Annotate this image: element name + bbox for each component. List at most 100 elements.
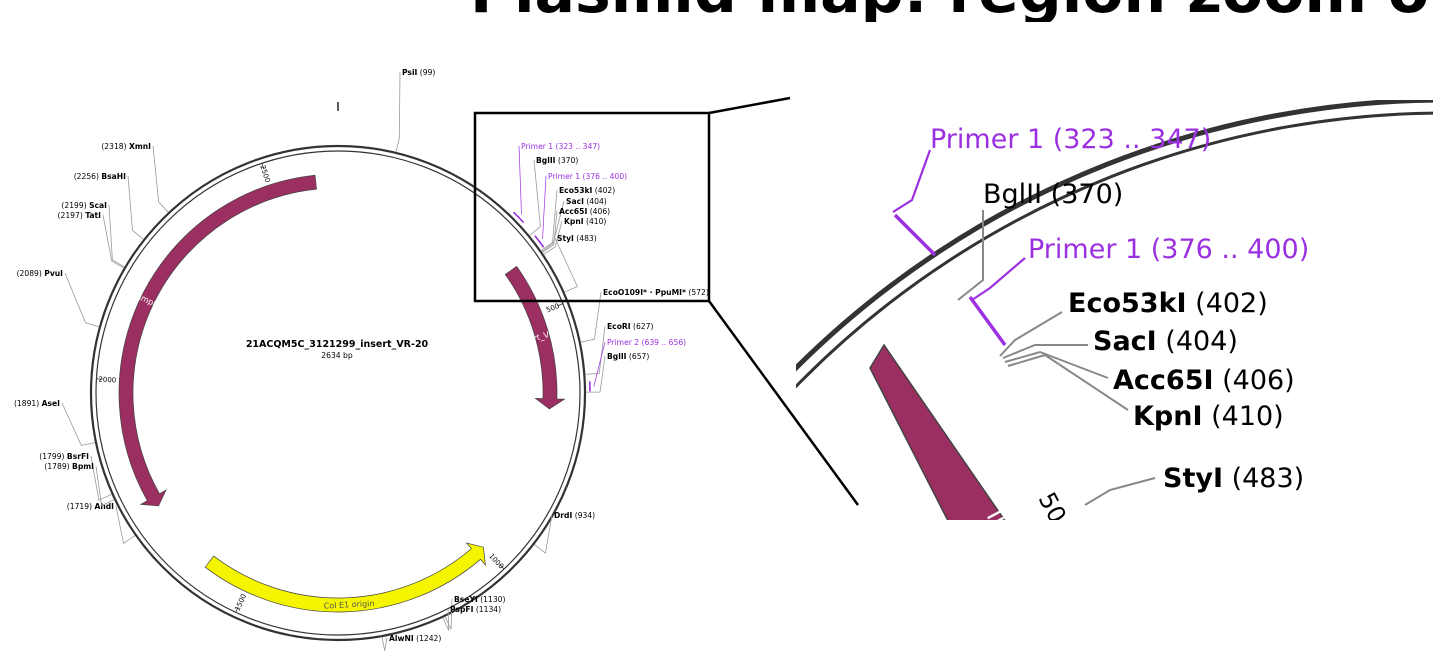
site-label: PsiI (99) [402, 68, 435, 77]
primer-name: Primer 1 [521, 142, 553, 151]
site-position: (1134) [473, 605, 501, 614]
zoom-tick-fragment: 50 [1033, 488, 1072, 528]
feature-arrow-ampr [118, 174, 317, 507]
site-label: SacI (404) [566, 197, 607, 206]
site-connector [543, 220, 563, 255]
site-connector [127, 175, 144, 240]
site-connector [95, 465, 115, 507]
zoom-site-connector [957, 210, 984, 301]
site-position: (2089) [17, 269, 45, 278]
site-position: (404) [584, 197, 607, 206]
site-label: (1799) BsrFI [39, 452, 89, 461]
site-name: PspFI [450, 605, 474, 614]
tick-label: 1500 [233, 593, 248, 613]
primer-label: Primer 2 (639 .. 656) [607, 338, 686, 347]
site-position: (2318) [101, 142, 129, 151]
site-position: (934) [572, 511, 595, 520]
site-label: (1719) AhdI [67, 502, 114, 511]
site-label: (2318) XmnI [101, 142, 151, 151]
backbone [89, 102, 587, 642]
site-position: (1719) [67, 502, 95, 511]
site-connector [540, 189, 558, 251]
site-position: (2256) [74, 172, 102, 181]
primer-connector [518, 145, 522, 215]
site-label: DrdI (934) [554, 511, 595, 520]
site-name: TatI [85, 211, 101, 220]
site-connector [395, 71, 401, 152]
site-connector [442, 608, 450, 631]
site-position: (410) [584, 217, 607, 226]
site-label: PspFI (1134) [450, 605, 501, 614]
site-label: StyI (483) [557, 234, 597, 243]
site-name: BseYI [454, 595, 478, 604]
zoom-primer-name: Primer 1 [1028, 234, 1142, 265]
site-name: BglII [607, 352, 627, 361]
tick-mark [499, 564, 505, 570]
site-connector [554, 237, 578, 293]
site-label: (2199) ScaI [61, 201, 107, 210]
zoom-site-label: BglII (370) [983, 179, 1123, 210]
primer-name: Primer 2 [607, 338, 639, 347]
site-connector [542, 210, 558, 253]
site-name: KpnI [564, 217, 584, 226]
backbone-inner-ring [95, 150, 581, 636]
site-connector [102, 214, 125, 269]
zoom-site-name: StyI [1163, 463, 1223, 494]
zoom-panel: in 50 [796, 100, 1433, 528]
site-name: DrdI [554, 511, 572, 520]
tick-mark [557, 303, 564, 307]
zoom-connector-bottom [707, 300, 860, 506]
zoom-site-name: Acc65I [1113, 365, 1214, 396]
site-connector [152, 145, 169, 213]
site-position: (1242) [414, 634, 442, 643]
zoom-site-position: (483) [1223, 463, 1304, 494]
tick-label: 2500 [258, 164, 271, 183]
zoom-primer-name: Primer 1 [930, 124, 1044, 155]
feature-arrow-col-e1-origin [204, 542, 486, 613]
site-connector [108, 204, 125, 268]
site-name: AseI [42, 399, 61, 408]
zoom-box [473, 111, 711, 303]
primer-connector [542, 175, 547, 240]
site-connector [585, 325, 606, 375]
site-label: KpnI (410) [564, 217, 606, 226]
site-connector [580, 291, 602, 343]
primer-range: (639 .. 656) [639, 338, 686, 347]
site-name: BglII [536, 156, 556, 165]
site-connector [529, 159, 541, 236]
site-position: (99) [417, 68, 435, 77]
page-title: Plasmid map: region zoom of insert_VR-20 [470, 0, 1430, 22]
zoom-site-connector [1004, 350, 1109, 379]
site-position: (572) [686, 288, 709, 297]
site-labels: PsiI (99) BglII (370) Eco53kI (402) SacI (4… [14, 68, 709, 651]
zoom-site-label: KpnI (410) [1133, 401, 1284, 432]
zoom-primer-label: Primer 1 (376 .. 400) [1028, 234, 1309, 265]
site-position: (1789) [44, 462, 72, 471]
primer-name: Primer 1 [548, 172, 580, 181]
site-position: (1891) [14, 399, 42, 408]
primer-arc [534, 235, 545, 248]
site-position: (402) [592, 186, 615, 195]
site-position: (483) [574, 234, 597, 243]
site-label: EcoO109I* · PpuMI* (572) [603, 288, 709, 297]
zoom-site-name: SacI [1093, 326, 1157, 357]
zoom-site-connector [1007, 353, 1129, 411]
site-name: EcoO109I* · PpuMI* [603, 288, 686, 297]
site-name: Acc65I [559, 207, 587, 216]
site-label: (1789) BpmI [44, 462, 94, 471]
feature-arrow-insert-vr-20 [504, 265, 566, 410]
plasmid-size: 2634 bp [321, 351, 353, 360]
site-position: (1130) [478, 595, 506, 604]
site-name: SacI [566, 197, 584, 206]
zoom-site-position: (370) [1042, 179, 1123, 210]
site-name: Eco53kI [559, 186, 593, 195]
zoom-site-position: (404) [1157, 326, 1238, 357]
zoom-labels: Primer 1 (323 .. 347)Primer 1 (376 .. 40… [892, 124, 1309, 506]
feature-label: Col E1 origin [324, 599, 375, 611]
primer-range: (323 .. 347) [553, 142, 600, 151]
primer-connector [593, 341, 606, 387]
zoom-primer-range: (376 .. 400) [1142, 234, 1309, 265]
backbone-outer-ring [89, 144, 587, 642]
